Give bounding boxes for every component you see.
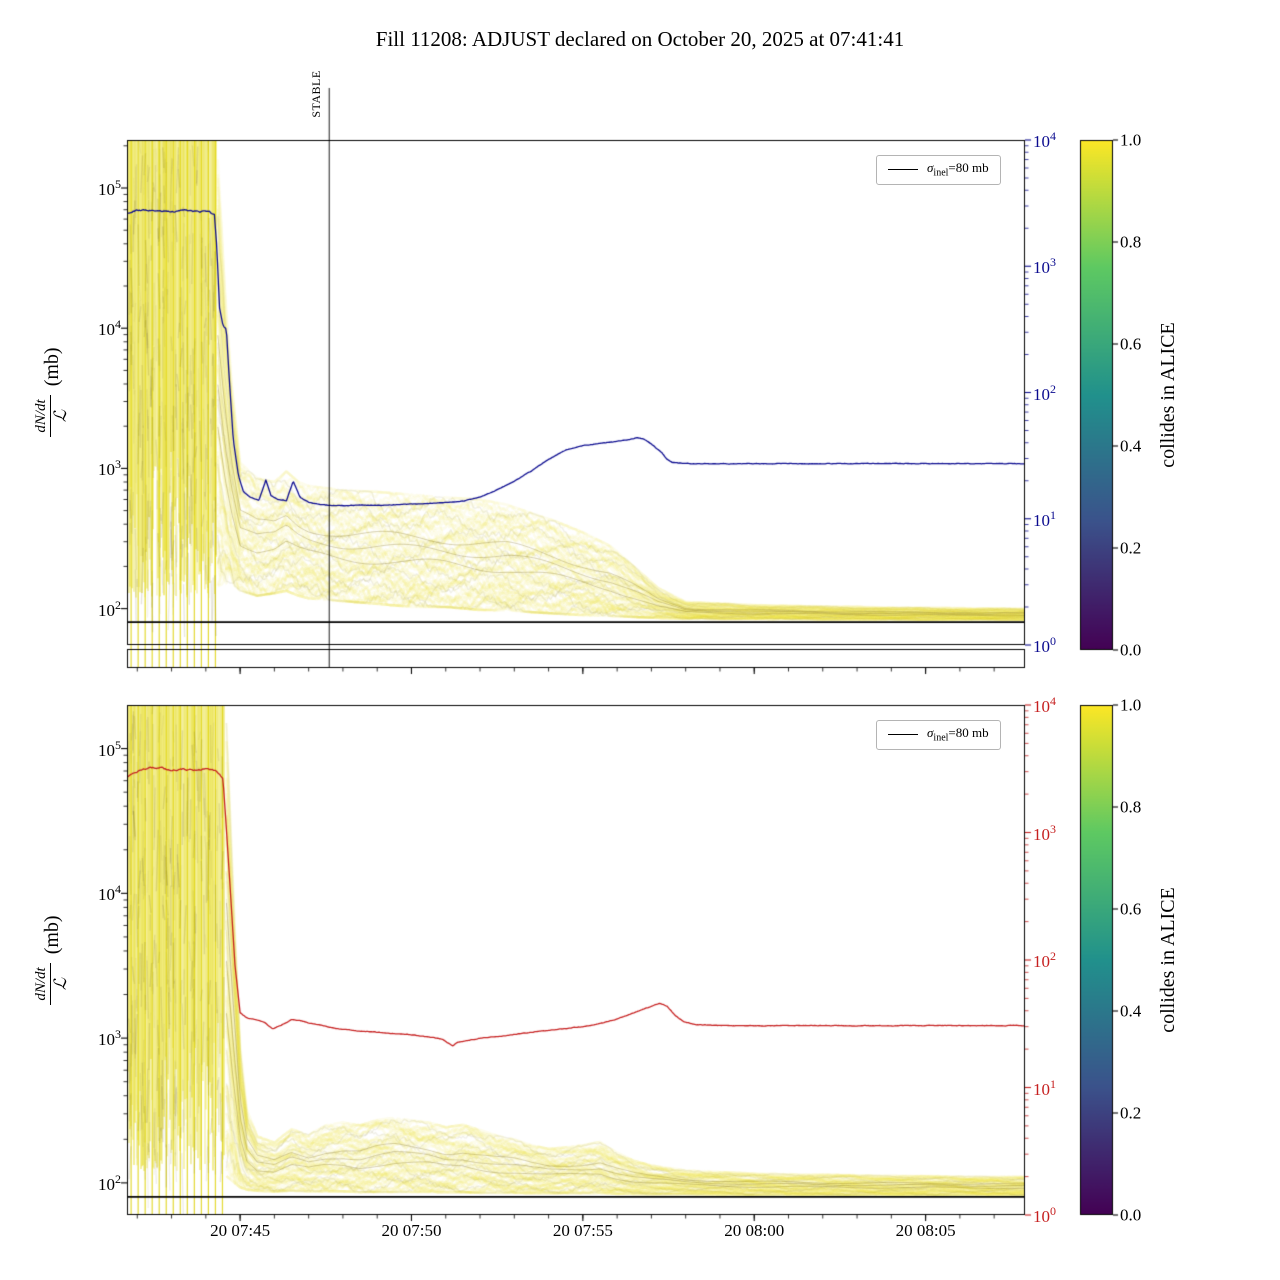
sigma-value: =80 mb bbox=[948, 725, 989, 740]
colorbar-tick-label-top: 0.0 bbox=[1120, 640, 1142, 660]
fraction-numerator: dN/dt bbox=[33, 395, 52, 437]
sigma-symbol: σ bbox=[927, 725, 934, 740]
legend-label: σinel=80 mb bbox=[927, 726, 989, 744]
y-tick-label-left-top: 104 bbox=[98, 317, 121, 340]
colorbar-tick-label-top: 0.6 bbox=[1120, 334, 1142, 354]
y-axis-label-bottom: dN/dt ℒ (mb) bbox=[29, 875, 75, 1045]
y-axis-label-top: dN/dt ℒ (mb) bbox=[29, 307, 75, 477]
dndt-over-lumi-fraction: dN/dt ℒ bbox=[33, 963, 71, 1005]
stable-annotation: STABLE bbox=[309, 70, 323, 118]
y-tick-label-right-bottom: 102 bbox=[1033, 949, 1056, 971]
y-tick-label-right-bottom: 100 bbox=[1033, 1204, 1056, 1226]
colorbar-tick-label-bottom: 0.8 bbox=[1120, 797, 1142, 817]
y-tick-label-right-bottom: 103 bbox=[1033, 821, 1056, 844]
y-tick-label-right-top: 100 bbox=[1033, 634, 1056, 656]
colorbar-tick-label-bottom: 1.0 bbox=[1120, 695, 1142, 715]
colorbar-label-top: collides in ALICE bbox=[1156, 322, 1179, 468]
y-tick-label-right-bottom: 101 bbox=[1033, 1076, 1056, 1099]
colorbar-tick-label-top: 0.4 bbox=[1120, 436, 1142, 456]
dndt-over-lumi-fraction: dN/dt ℒ bbox=[33, 395, 71, 437]
x-tick-label: 20 07:50 bbox=[381, 1221, 442, 1240]
x-tick-label: 20 08:05 bbox=[895, 1221, 956, 1240]
fraction-numerator: dN/dt bbox=[33, 963, 52, 1005]
y-tick-label-right-top: 104 bbox=[1033, 129, 1056, 151]
colorbar-tick-label-bottom: 0.6 bbox=[1120, 899, 1142, 919]
colorbar-tick-label-top: 0.2 bbox=[1120, 538, 1142, 558]
sigma-subscript: inel bbox=[933, 167, 949, 179]
y-tick-label-right-bottom: 104 bbox=[1033, 694, 1056, 716]
sigma-line-sample bbox=[888, 169, 918, 171]
legend-bottom: σinel=80 mb bbox=[876, 720, 1001, 750]
y-axis-units: (mb) bbox=[40, 347, 63, 387]
y-tick-label-left-top: 102 bbox=[98, 597, 121, 620]
y-tick-label-left-bottom: 102 bbox=[98, 1172, 121, 1194]
colorbar-label-bottom: collides in ALICE bbox=[1156, 887, 1179, 1033]
legend-top: σinel=80 mb bbox=[876, 155, 1001, 185]
y-tick-label-left-bottom: 103 bbox=[98, 1027, 121, 1049]
y-tick-label-right-top: 101 bbox=[1033, 507, 1056, 530]
sigma-line-sample bbox=[888, 734, 918, 736]
sigma-value: =80 mb bbox=[948, 160, 989, 175]
fraction-denominator: ℒ bbox=[51, 409, 71, 423]
y-tick-label-right-top: 102 bbox=[1033, 381, 1056, 404]
y-tick-label-left-bottom: 105 bbox=[98, 737, 121, 760]
colorbar-tick-label-top: 0.8 bbox=[1120, 232, 1142, 252]
colorbar-tick-label-bottom: 0.0 bbox=[1120, 1205, 1142, 1225]
fraction-denominator: ℒ bbox=[51, 977, 71, 991]
legend-label: σinel=80 mb bbox=[927, 161, 989, 179]
y-axis-units: (mb) bbox=[40, 915, 63, 955]
y-tick-label-left-bottom: 104 bbox=[98, 882, 121, 905]
x-tick-label: 20 07:45 bbox=[210, 1221, 271, 1240]
figure-title: Fill 11208: ADJUST declared on October 2… bbox=[375, 27, 905, 51]
colorbar-tick-label-bottom: 0.2 bbox=[1120, 1103, 1142, 1123]
y-tick-label-left-top: 105 bbox=[98, 177, 121, 199]
x-tick-label: 20 07:55 bbox=[552, 1221, 613, 1240]
x-tick-label: 20 08:00 bbox=[724, 1221, 785, 1240]
y-tick-label-left-top: 103 bbox=[98, 457, 121, 480]
colorbar-tick-label-bottom: 0.4 bbox=[1120, 1001, 1142, 1021]
y-tick-label-right-top: 103 bbox=[1033, 255, 1056, 278]
sigma-symbol: σ bbox=[927, 160, 934, 175]
sigma-subscript: inel bbox=[933, 732, 949, 744]
colorbar-tick-label-top: 1.0 bbox=[1120, 130, 1142, 150]
